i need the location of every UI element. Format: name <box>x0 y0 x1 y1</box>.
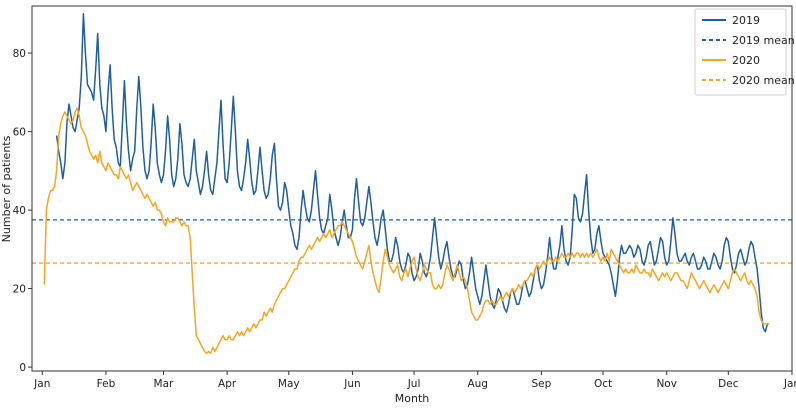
x-tick-label: Jun <box>343 378 360 390</box>
x-tick-label: Dec <box>718 378 739 390</box>
legend-box <box>694 8 787 96</box>
x-tick-label: Feb <box>97 378 116 390</box>
legend-label: 2020 mean <box>732 74 795 87</box>
series-lines <box>43 13 770 355</box>
y-tick-label: 60 <box>13 127 26 139</box>
y-tick-label: 0 <box>19 362 26 374</box>
series-line-2020 <box>43 107 770 355</box>
y-axis-ticks: 0 20 40 60 80 <box>13 48 32 374</box>
legend-label: 2019 <box>732 14 760 27</box>
legend: 2019 2019 mean 2020 2020 mean <box>694 8 795 96</box>
y-tick-label: 40 <box>13 205 26 217</box>
x-tick-label: Jan <box>783 378 796 390</box>
x-tick-label: Jan <box>33 378 50 390</box>
x-tick-label: Mar <box>154 378 174 390</box>
x-tick-label: Aug <box>467 378 488 390</box>
x-tick-label: May <box>278 378 300 390</box>
y-axis-title: Number of patients <box>0 135 13 242</box>
legend-label: 2019 mean <box>732 34 795 47</box>
x-tick-label: Oct <box>594 378 612 390</box>
x-axis-title: Month <box>395 392 430 405</box>
legend-label: 2020 <box>732 54 760 67</box>
x-axis-ticks: Jan Feb Mar Apr May Jun Jul Aug Sep Oct Nov Dec Jan <box>33 371 796 390</box>
x-tick-label: Sep <box>532 378 552 390</box>
series-line-2019 <box>55 13 769 333</box>
x-tick-label: Jul <box>407 378 421 390</box>
x-tick-label: Apr <box>218 378 237 390</box>
x-tick-label: Nov <box>656 378 677 390</box>
y-tick-label: 80 <box>13 48 26 60</box>
y-tick-label: 20 <box>13 284 26 296</box>
plot-frame <box>31 5 793 372</box>
